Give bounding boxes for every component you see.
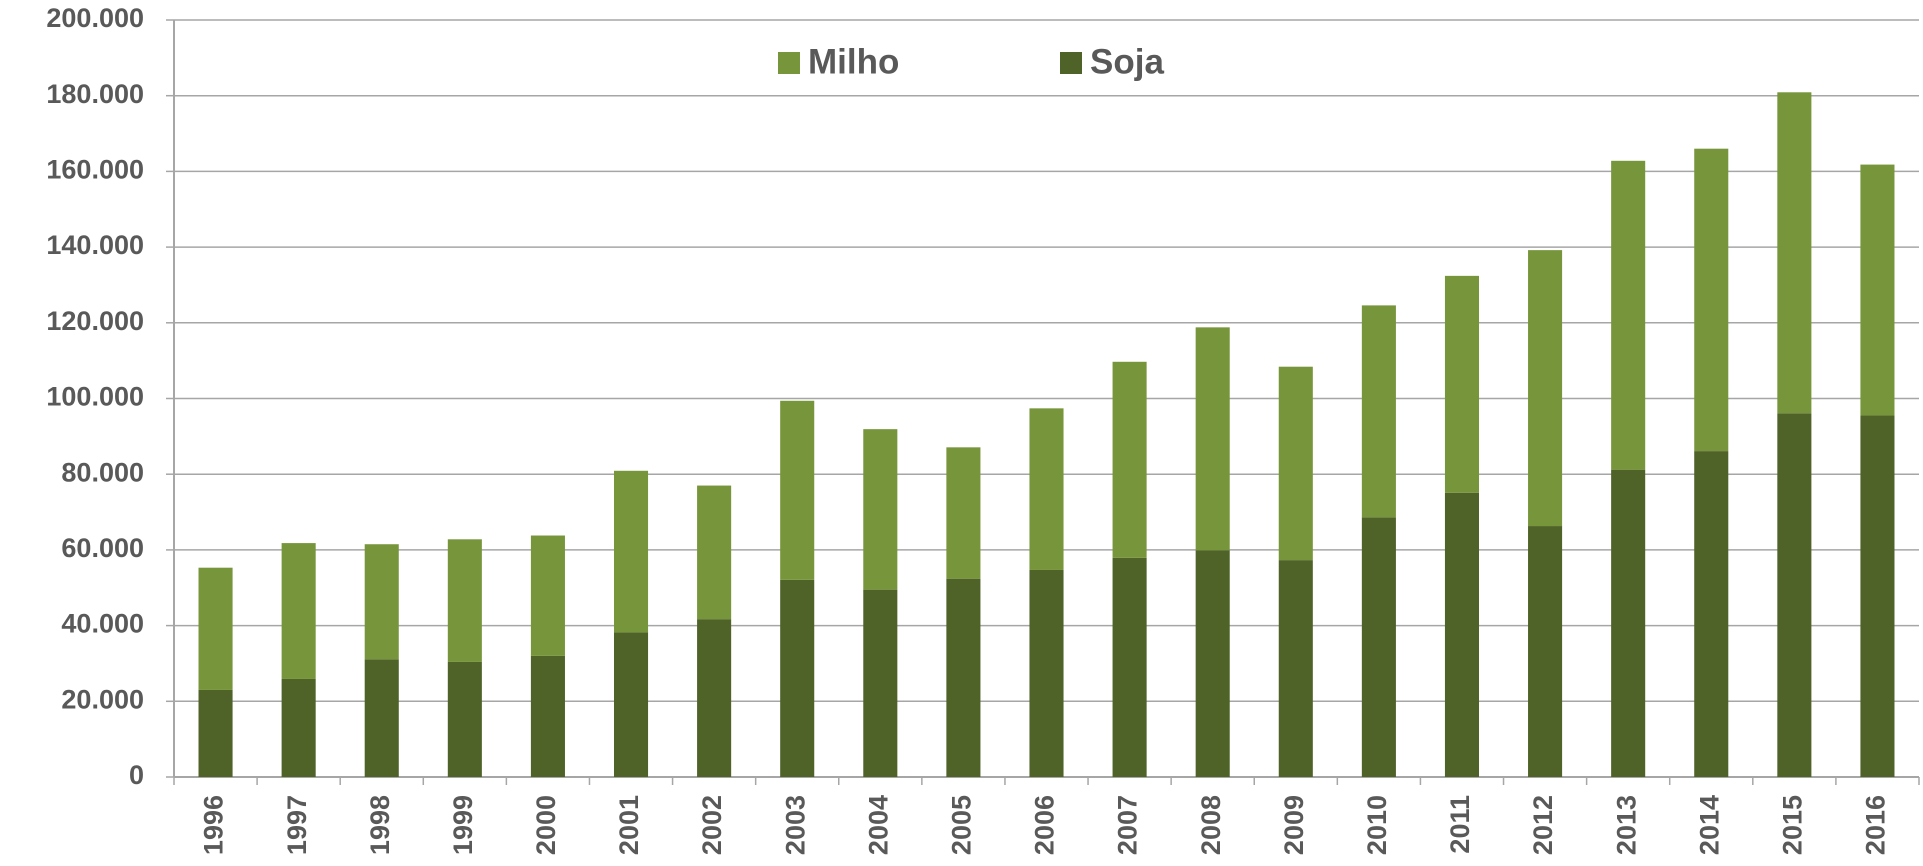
bar-segment [1361,305,1396,518]
bar-segment [1112,361,1147,558]
x-tick-label: 1998 [365,795,395,855]
x-tick-label: 2014 [1694,795,1724,855]
y-tick-label: 200.000 [46,3,144,33]
bar-segment [1444,275,1480,493]
bar-segment [198,689,233,777]
y-tick-label: 140.000 [46,230,144,260]
x-tick-label: 2007 [1113,795,1143,855]
bar-segment [447,661,482,777]
bar-segment [1611,160,1646,470]
bar-segment [198,567,233,690]
x-tick-label: 2006 [1030,795,1060,855]
x-tick-label: 2016 [1861,795,1891,855]
bar-segment [613,470,649,633]
x-tick-label: 2008 [1196,795,1226,855]
legend-swatch [1060,52,1082,74]
x-tick-label: 2013 [1611,795,1641,855]
x-tick-label: 2015 [1777,795,1807,855]
bar-segment [1278,560,1313,777]
y-tick-label: 120.000 [46,306,144,336]
x-tick-label: 1999 [448,795,478,855]
bar-segment [1029,408,1064,570]
bar-segment [1029,569,1064,777]
bar-segment [697,619,732,777]
bar-segment [447,539,482,662]
bar-segment [364,544,399,660]
bar-segment [1361,517,1396,777]
x-tick-label: 1997 [282,795,312,855]
x-tick-label: 1996 [199,795,229,855]
bar-segment [1444,492,1480,777]
legend-label: Soja [1090,42,1164,81]
x-tick-label: 2000 [531,795,561,855]
bar-segment [1528,526,1563,777]
bar-segment [364,659,399,777]
x-tick-label: 2011 [1445,795,1475,854]
y-tick-label: 80.000 [61,457,144,487]
bar-segment [863,589,898,777]
bar-segment [1694,451,1729,777]
bar-segment [780,579,815,777]
bar-segment [1694,148,1729,452]
bar-segment [946,447,981,579]
x-tick-label: 2002 [697,795,727,855]
y-tick-label: 160.000 [46,155,144,185]
bar-segment [780,400,815,580]
bar-segment [281,543,316,679]
bar-segment [1860,164,1895,416]
bar-segment [530,655,565,777]
y-tick-label: 40.000 [61,609,144,639]
bar-segment [1860,415,1895,777]
x-tick-label: 2012 [1528,795,1558,855]
x-tick-label: 2004 [863,795,893,855]
legend-label: Milho [808,42,899,81]
y-tick-label: 180.000 [46,79,144,109]
bar-segment [1777,413,1812,777]
x-tick-label: 2005 [947,795,977,855]
bar-segment [697,485,732,620]
bar-segment [1112,557,1147,777]
bar-segment [1777,92,1812,414]
bar-segment [613,632,649,777]
x-tick-label: 2009 [1279,795,1309,855]
y-tick-label: 0 [129,760,144,790]
bar-segment [1528,250,1563,527]
bar-segment [281,678,316,777]
legend-swatch [778,52,800,74]
y-tick-label: 100.000 [46,382,144,412]
x-tick-label: 2003 [780,795,810,855]
bar-segment [1195,327,1230,551]
bar-segment [1611,469,1646,777]
x-tick-label: 2010 [1362,795,1392,855]
x-tick-label: 2001 [614,795,644,855]
bar-segment [946,578,981,777]
bar-segment [863,429,898,590]
bar-segment [1195,550,1230,777]
bar-segment [1278,366,1313,561]
y-tick-label: 60.000 [61,533,144,563]
bar-segment [530,535,565,656]
y-tick-label: 20.000 [61,684,144,714]
